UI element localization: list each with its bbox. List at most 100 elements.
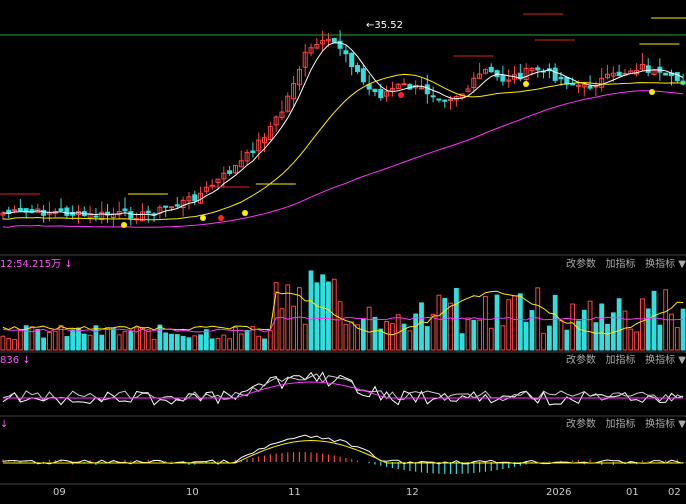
x-tick: 10 [186,487,199,498]
volume-bar [279,308,285,351]
change-params-button[interactable]: 改参数 [566,355,596,366]
candle-body [291,82,297,100]
volume-bar [331,278,337,351]
volume-bar [52,330,58,351]
candle-body [221,172,227,180]
candle-body [41,210,47,216]
volume-bar [546,325,552,351]
volume-bar [6,338,12,351]
volume-bar [605,323,610,351]
candle-body [418,87,424,90]
change-params-button[interactable]: 改参数 [566,259,596,270]
volume-bar [587,300,593,351]
candle-body [552,67,558,81]
volume-bar [174,334,180,351]
candle-body [238,160,244,168]
candle-body [325,38,331,42]
volume-bar [180,335,186,351]
volume-bar [308,270,314,351]
x-tick: 02 [668,487,681,498]
volume-bar [76,327,81,351]
candle-body [93,215,99,218]
candle-body [448,98,454,101]
swap-indicator-button[interactable]: 换指标 [645,419,676,430]
candle-body [256,139,262,152]
candle-body [477,73,483,79]
volume-bar [35,328,41,351]
volume-bar [657,324,663,351]
candle-body [186,196,192,202]
volume-bar [639,298,645,351]
candle-body [314,44,320,49]
volume-bar [529,310,535,351]
volume-ma-yellow [2,290,684,336]
kdj-header-arrow: ↓ [0,419,9,430]
volume-bar [320,274,326,351]
candle-body [244,152,250,162]
candle-body [139,211,145,222]
swap-indicator-button[interactable]: 换指标 [645,259,676,270]
candle-body [296,68,302,86]
volume-ma-magenta [2,316,684,333]
candle-body [535,67,541,71]
candle-body [215,178,221,183]
candle-body [471,77,477,89]
volume-bar [273,282,279,351]
volume-bar [209,338,215,351]
swap-indicator-button[interactable]: 换指标 [645,355,676,366]
volume-bar [517,293,523,351]
candle-body [430,95,436,98]
volume-bar [157,324,163,351]
volume-bar [372,316,378,351]
volume-bar [360,318,366,351]
candle-body [372,88,378,93]
candle-body [70,212,76,216]
x-tick: 11 [288,487,301,498]
volume-bar [302,323,308,351]
volume-expand-icon[interactable]: ▼ [678,259,686,270]
add-indicator-button[interactable]: 加指标 [605,259,636,270]
volume-bar [285,284,291,351]
volume-bar [41,337,47,351]
macd-expand-icon[interactable]: ▼ [678,355,686,366]
volume-toolbar: 改参数 加指标 换指标 ▼ [566,259,686,271]
kdj-header: ↓ [0,419,8,431]
volume-bar [634,331,639,351]
kdj-expand-icon[interactable]: ▼ [678,419,686,430]
volume-bar [198,334,203,351]
add-indicator-button[interactable]: 加指标 [605,419,636,430]
candle-body [575,84,581,87]
candle-body [570,83,576,86]
volume-bar [215,338,221,351]
candle-body [389,88,395,91]
macd-header: 836 ↓ [0,355,31,367]
candle-body [232,164,238,174]
volume-bar [326,281,331,351]
candle-body [64,207,70,216]
candle-body [273,116,279,126]
macd-line-magenta [2,381,684,399]
volume-bar [337,301,343,351]
signal-dot [121,222,127,228]
change-params-button[interactable]: 改参数 [566,419,596,430]
add-indicator-button[interactable]: 加指标 [605,355,636,366]
candle-body [587,85,593,89]
volume-bar [384,320,390,351]
macd-line-white [2,371,684,406]
volume-bar [674,327,680,351]
candle-body [203,186,209,192]
volume-bar [593,322,599,351]
candle-body [174,204,180,207]
volume-bar [343,323,349,351]
volume-bar [122,331,128,351]
volume-bar [64,336,70,351]
volume-bar [465,317,471,351]
volume-bar [576,320,581,351]
volume-bar [680,308,686,351]
candle-body [366,84,372,90]
volume-bar [430,313,436,351]
signal-dot [242,210,248,216]
volume-bar [238,333,244,351]
